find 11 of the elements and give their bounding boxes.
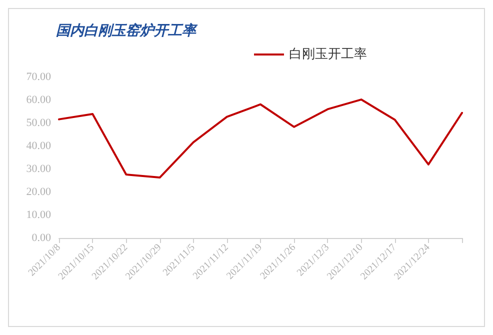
y-tick-label: 50.00 [26,117,52,129]
y-tick-label: 60.00 [26,94,52,106]
chart-title: 国内白刚玉窑炉开工率 [56,22,198,39]
line-series [58,98,463,179]
y-tick-label: 20.00 [26,186,52,198]
y-tick-label: 70.00 [26,71,52,83]
y-tick-label: 10.00 [26,209,52,221]
legend-label: 白刚玉开工率 [289,46,367,62]
y-tick-label: 40.00 [26,140,52,152]
y-tick-label: 30.00 [26,163,52,175]
y-tick-label: 0.00 [32,232,52,244]
